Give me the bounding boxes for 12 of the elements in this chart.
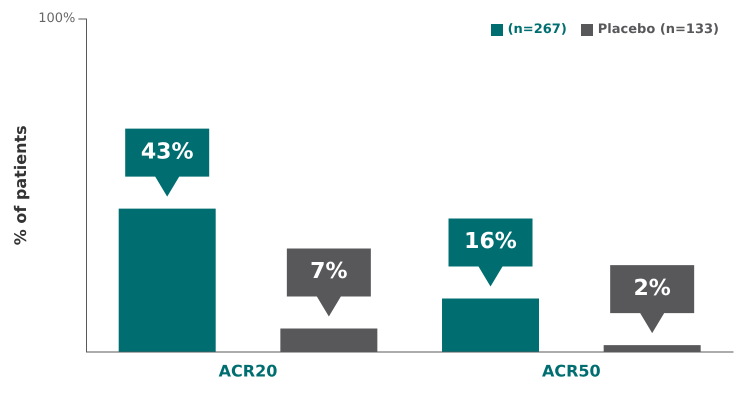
bar bbox=[118, 208, 216, 352]
data-label: 43% bbox=[140, 139, 194, 164]
y-tick-label: 100% bbox=[38, 11, 76, 26]
data-label: 2% bbox=[633, 276, 671, 301]
y-axis-title: % of patients bbox=[10, 125, 30, 246]
bar bbox=[442, 298, 540, 352]
legend-label: Placebo (n=133) bbox=[598, 22, 719, 37]
data-label: 16% bbox=[464, 229, 517, 254]
legend-label: (n=267) bbox=[508, 22, 567, 37]
x-tick-label: ACR20 bbox=[218, 362, 278, 381]
data-label: 7% bbox=[310, 259, 348, 284]
x-tick-label: ACR50 bbox=[542, 362, 601, 381]
